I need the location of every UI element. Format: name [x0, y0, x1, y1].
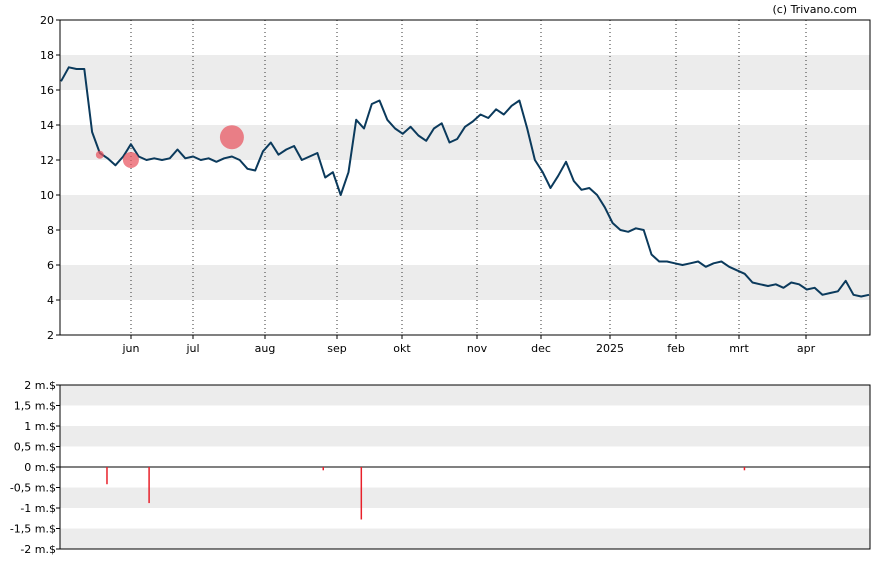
price-frame [59, 19, 871, 336]
x-tick-label: nov [467, 342, 488, 355]
y-tick-label: -1,5 m.$ [10, 523, 56, 536]
x-tick-label: jun [122, 342, 140, 355]
y-tick-label: 0 m.$ [24, 461, 56, 474]
y-tick-label: 2 m.$ [24, 379, 56, 392]
y-tick-label: 8 [47, 224, 54, 237]
grid-band [60, 125, 870, 160]
x-tick-label: dec [531, 342, 551, 355]
y-tick-label: 12 [40, 154, 54, 167]
volume-frame [59, 384, 871, 550]
price-panel: jun jul aug sep okt nov dec 2025 feb mrt apr 2 4 6 8 10… [40, 14, 871, 355]
y-tick-label: 1 m.$ [24, 420, 56, 433]
x-tick-label: mrt [729, 342, 749, 355]
x-tick-label: 2025 [596, 342, 624, 355]
grid-band [60, 55, 870, 90]
y-tick-label: 0,5 m.$ [14, 441, 56, 454]
x-tick-label: okt [393, 342, 411, 355]
y-tick-label: 18 [40, 49, 54, 62]
grid-band [60, 487, 870, 508]
grid-band [60, 426, 870, 447]
credit-text: (c) Trivano.com [772, 3, 857, 16]
insider-marker [122, 152, 139, 168]
x-tick-label: sep [327, 342, 346, 355]
y-tick-label: 14 [40, 119, 54, 132]
y-tick-label: 1,5 m.$ [14, 400, 56, 413]
x-tick-label: feb [667, 342, 685, 355]
x-tick-label: jul [185, 342, 199, 355]
grid-band [60, 195, 870, 230]
grid-band [60, 528, 870, 549]
y-tick-label: 4 [47, 294, 54, 307]
insider-marker [219, 125, 244, 150]
grid-band [60, 385, 870, 406]
price-line [60, 66, 870, 298]
y-tick-label: -1 m.$ [20, 502, 56, 515]
y-tick-label: 2 [47, 329, 54, 342]
insider-marker [95, 150, 104, 159]
insider-volume-panel: 2 m.$ 1,5 m.$ 1 m.$ 0,5 m.$ 0 m.$ -0,5 m.$ -1 … [10, 379, 871, 556]
y-tick-label: -0,5 m.$ [10, 482, 56, 495]
grid-band [60, 265, 870, 300]
y-tick-label: -2 m.$ [20, 543, 56, 556]
x-tick-label: apr [797, 342, 816, 355]
y-tick-label: 16 [40, 84, 54, 97]
x-tick-label: aug [255, 342, 276, 355]
y-tick-label: 10 [40, 189, 54, 202]
y-tick-label: 20 [40, 14, 54, 27]
y-tick-label: 6 [47, 259, 54, 272]
